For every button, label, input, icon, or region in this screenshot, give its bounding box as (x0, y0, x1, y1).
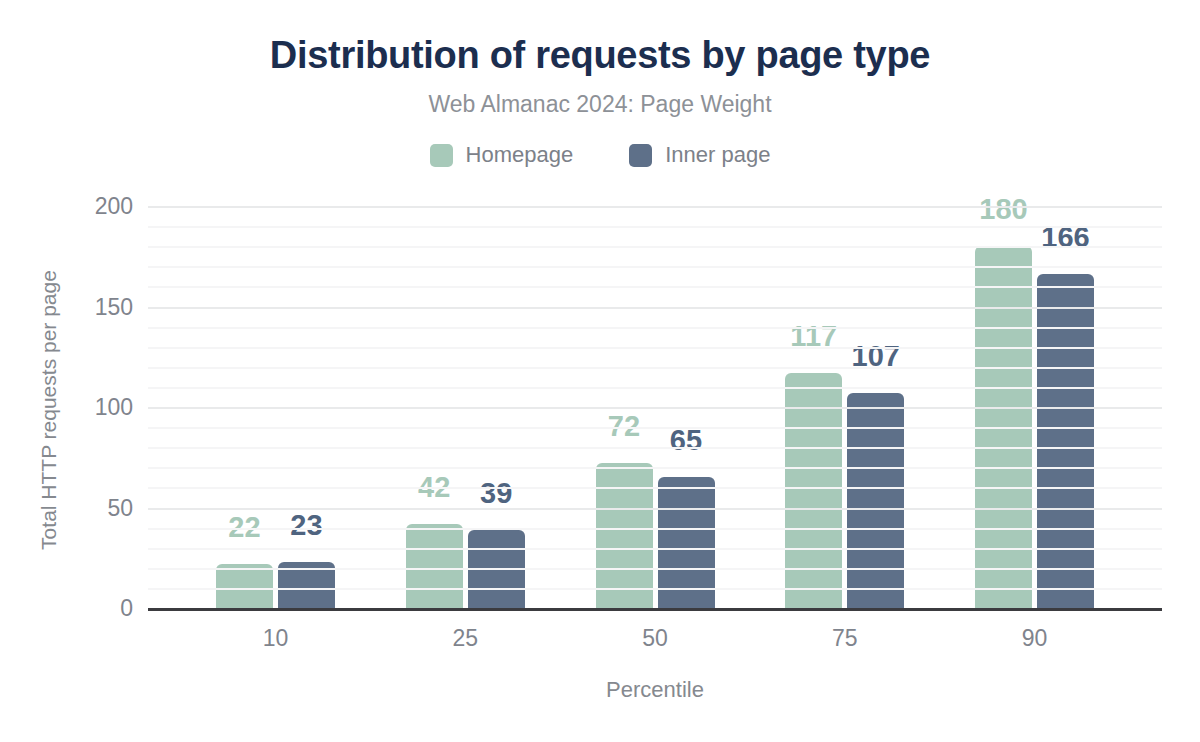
chart-figure: Distribution of requests by page type We… (0, 0, 1200, 742)
minor-gridline (148, 266, 1162, 268)
bar-value-label: 23 (290, 511, 322, 540)
minor-gridline (148, 467, 1162, 469)
chart-title: Distribution of requests by page type (0, 34, 1200, 77)
bar-homepage-p25[interactable]: 42 (406, 524, 463, 608)
x-tick-label-90: 90 (1022, 625, 1048, 652)
minor-gridline (148, 246, 1162, 248)
x-tick-label-25: 25 (452, 625, 478, 652)
minor-gridline (148, 347, 1162, 349)
major-gridline (148, 307, 1162, 309)
minor-gridline (148, 286, 1162, 288)
bar-group-p50: 726550 (596, 463, 715, 608)
bar-homepage-p10[interactable]: 22 (216, 564, 273, 608)
bar-inner-page-p90[interactable]: 166 (1037, 274, 1094, 608)
bar-inner-page-p75[interactable]: 107 (847, 393, 904, 608)
minor-gridline (148, 427, 1162, 429)
bar-homepage-p50[interactable]: 72 (596, 463, 653, 608)
y-tick-label-100: 100 (95, 394, 133, 421)
x-axis-title: Percentile (148, 677, 1162, 703)
bar-group-p25: 423925 (406, 524, 525, 608)
bar-value-label: 39 (480, 479, 512, 508)
bar-value-label: 65 (670, 426, 702, 455)
y-tick-label-150: 150 (95, 293, 133, 320)
legend-item-inner-page[interactable]: Inner page (629, 142, 770, 168)
bar-value-label: 180 (979, 195, 1027, 224)
legend-swatch-icon (629, 144, 652, 167)
minor-gridline (148, 487, 1162, 489)
legend-label: Inner page (665, 142, 770, 168)
chart-subtitle: Web Almanac 2024: Page Weight (0, 91, 1200, 118)
legend-swatch-icon (430, 144, 453, 167)
minor-gridline (148, 528, 1162, 530)
x-tick-label-10: 10 (263, 625, 289, 652)
y-tick-label-50: 50 (107, 494, 133, 521)
major-gridline (148, 407, 1162, 409)
major-gridline (148, 206, 1162, 208)
legend-label: Homepage (466, 142, 574, 168)
minor-gridline (148, 387, 1162, 389)
minor-gridline (148, 588, 1162, 590)
minor-gridline (148, 447, 1162, 449)
major-gridline (148, 508, 1162, 510)
minor-gridline (148, 226, 1162, 228)
x-tick-label-50: 50 (642, 625, 668, 652)
y-axis-title: Total HTTP requests per page (37, 270, 61, 550)
legend: Homepage Inner page (0, 142, 1200, 168)
plot-area: 2223104239257265501171077518016690 05010… (148, 206, 1162, 611)
y-tick-label-200: 200 (95, 193, 133, 220)
minor-gridline (148, 327, 1162, 329)
legend-item-homepage[interactable]: Homepage (430, 142, 574, 168)
minor-gridline (148, 548, 1162, 550)
y-tick-label-0: 0 (120, 595, 133, 622)
minor-gridline (148, 367, 1162, 369)
minor-gridline (148, 568, 1162, 570)
x-tick-label-75: 75 (832, 625, 858, 652)
